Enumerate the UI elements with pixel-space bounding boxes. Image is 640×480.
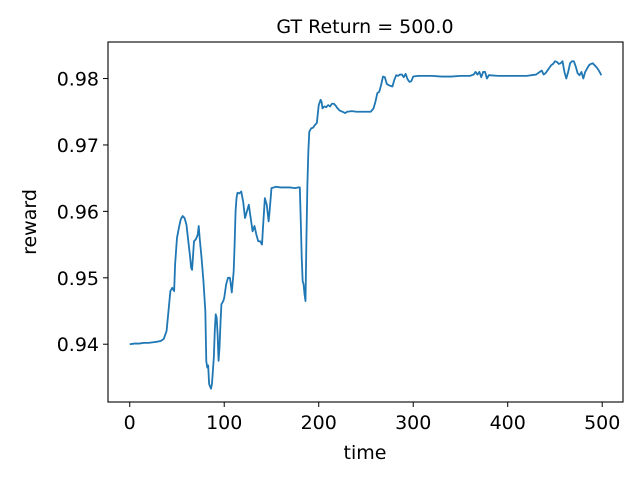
x-tick-label: 300	[395, 412, 431, 434]
x-axis: 0 100 200 300 400 500	[124, 402, 620, 434]
y-axis-label: reward	[19, 189, 41, 255]
x-tick-label: 0	[124, 412, 136, 434]
x-tick-label: 100	[206, 412, 242, 434]
plot-area	[129, 60, 603, 390]
series-line-0	[129, 60, 603, 390]
y-tick-label: 0.97	[57, 135, 99, 157]
y-axis: 0.94 0.95 0.96 0.97 0.98	[57, 69, 108, 356]
y-tick-label: 0.94	[57, 334, 99, 356]
y-tick-label: 0.95	[57, 268, 99, 290]
axes-frame	[107, 41, 624, 403]
y-tick-label: 0.96	[57, 201, 99, 223]
x-tick-label: 400	[490, 412, 526, 434]
x-axis-label: time	[344, 442, 387, 464]
x-tick-label: 200	[301, 412, 337, 434]
x-tick-label: 500	[584, 412, 620, 434]
y-tick-label: 0.98	[57, 69, 99, 91]
chart-title: GT Return = 500.0	[276, 16, 453, 38]
